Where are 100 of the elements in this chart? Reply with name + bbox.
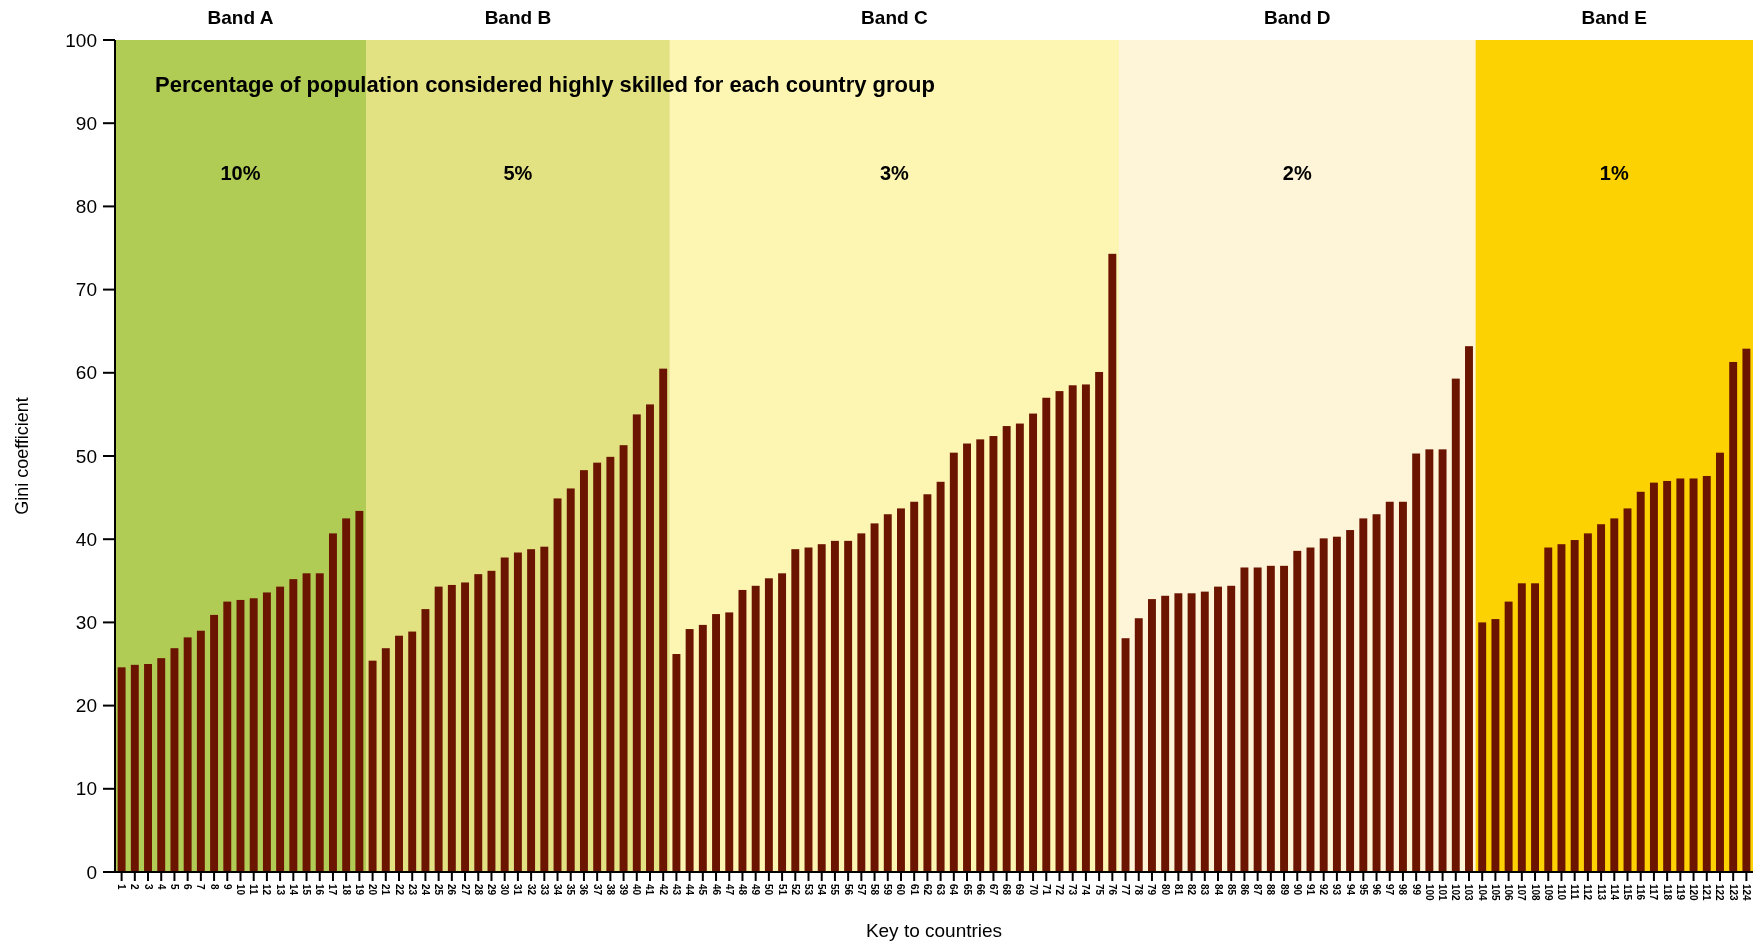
band-label: Band C [861,7,928,28]
x-tick-label: 96 [1371,884,1383,896]
x-tick-label: 8 [208,884,220,890]
x-axis-title: Key to countries [865,920,1003,941]
x-tick-label: 11 [248,884,260,896]
x-tick-label: 122 [1714,884,1726,902]
x-tick-label: 17 [327,884,339,896]
annotation: 3% [879,162,910,184]
x-tick-label: 110 [1555,884,1567,901]
annotation: 10% [220,162,261,184]
x-tick-label: 9 [221,884,233,890]
x-tick-label: 87 [1252,884,1264,896]
x-tick-label: 15 [301,884,313,896]
x-tick-label: 62 [921,884,933,896]
x-tick-label: 109 [1542,884,1554,902]
x-tick-label: 2 [129,884,141,890]
x-tick-label: 33 [538,884,550,896]
x-tick-label: 79 [1146,884,1158,896]
x-tick-label: 100 [1423,884,1435,902]
x-tick-label: 43 [670,884,682,896]
band-label: Band E [1581,7,1648,28]
x-tick-label: 57 [855,884,867,896]
x-tick-label: 71 [1040,884,1052,896]
x-tick-label: 26 [446,884,458,896]
x-tick-label: 38 [604,884,616,896]
x-tick-label: 4 [155,884,167,890]
x-tick-label: 36 [578,884,590,896]
y-tick-label: 40 [75,528,97,550]
y-tick-label: 90 [75,112,97,134]
x-tick-label: 34 [552,884,564,896]
x-tick-label: 18 [340,884,352,896]
x-tick-label: 77 [1120,884,1132,896]
x-tick-label: 66 [974,884,986,896]
x-tick-label: 54 [816,884,828,896]
x-tick-label: 35 [565,884,577,896]
x-tick-label: 12 [261,884,273,896]
x-tick-label: 23 [406,884,418,896]
x-tick-label: 123 [1727,884,1739,902]
x-tick-label: 108 [1529,884,1541,902]
y-axis-title: Gini coefficient [12,397,32,515]
x-tick-label: 63 [935,884,947,896]
x-tick-label: 46 [710,884,722,896]
x-tick-label: 105 [1489,884,1501,902]
x-tick-label: 65 [961,884,973,896]
y-tick-label: 70 [75,279,97,301]
x-tick-label: 73 [1067,884,1079,896]
x-tick-label: 118 [1661,884,1673,901]
x-tick-label: 25 [433,884,445,896]
x-tick-label: 88 [1265,884,1277,896]
annotation: 5% [503,162,533,184]
x-tick-label: 52 [789,884,801,896]
annotation: 2% [1282,162,1312,184]
x-tick-label: 19 [353,884,365,896]
x-tick-label: 117 [1648,884,1660,901]
y-tick-label: 20 [75,695,97,717]
x-tick-label: 37 [591,884,603,896]
x-tick-label: 21 [380,884,392,896]
x-tick-label: 51 [776,884,788,896]
x-tick-label: 116 [1635,884,1647,901]
x-tick-label: 30 [499,884,511,896]
x-tick-label: 97 [1384,884,1396,896]
x-tick-label: 99 [1410,884,1422,896]
x-tick-label: 124 [1740,884,1752,902]
x-tick-label: 6 [182,884,194,890]
y-tick-label: 60 [75,362,97,384]
x-tick-label: 74 [1080,884,1092,896]
band-label: Band B [484,7,552,28]
x-tick-label: 81 [1172,884,1184,896]
x-tick-label: 76 [1106,884,1118,896]
annotation: 1% [1599,162,1629,184]
x-tick-label: 98 [1397,884,1409,896]
x-tick-label: 24 [419,884,431,896]
x-tick-label: 80 [1159,884,1171,896]
x-tick-label: 68 [1001,884,1013,896]
x-tick-label: 41 [644,884,656,896]
x-tick-label: 29 [485,884,497,896]
x-tick-label: 86 [1238,884,1250,896]
x-tick-label: 93 [1331,884,1343,896]
x-tick-label: 10 [234,884,246,896]
y-tick-label: 30 [75,612,97,634]
x-tick-label: 95 [1357,884,1369,896]
x-tick-label: 44 [684,884,696,896]
x-tick-label: 32 [525,884,537,896]
x-tick-label: 53 [803,884,815,896]
x-tick-label: 50 [763,884,775,896]
x-tick-label: 106 [1503,884,1515,902]
x-tick-label: 83 [1199,884,1211,896]
x-tick-label: 121 [1701,884,1713,902]
x-tick-label: 64 [948,884,960,896]
x-tick-label: 60 [895,884,907,896]
x-tick-label: 103 [1463,884,1475,902]
x-tick-label: 119 [1674,884,1686,901]
x-tick-label: 20 [367,884,379,896]
x-tick-label: 112 [1582,884,1594,901]
x-tick-label: 107 [1516,884,1528,902]
x-tick-label: 111 [1569,884,1581,901]
x-tick-label: 42 [657,884,669,896]
x-tick-label: 92 [1318,884,1330,896]
x-tick-label: 61 [908,884,920,896]
x-tick-label: 101 [1437,884,1449,902]
